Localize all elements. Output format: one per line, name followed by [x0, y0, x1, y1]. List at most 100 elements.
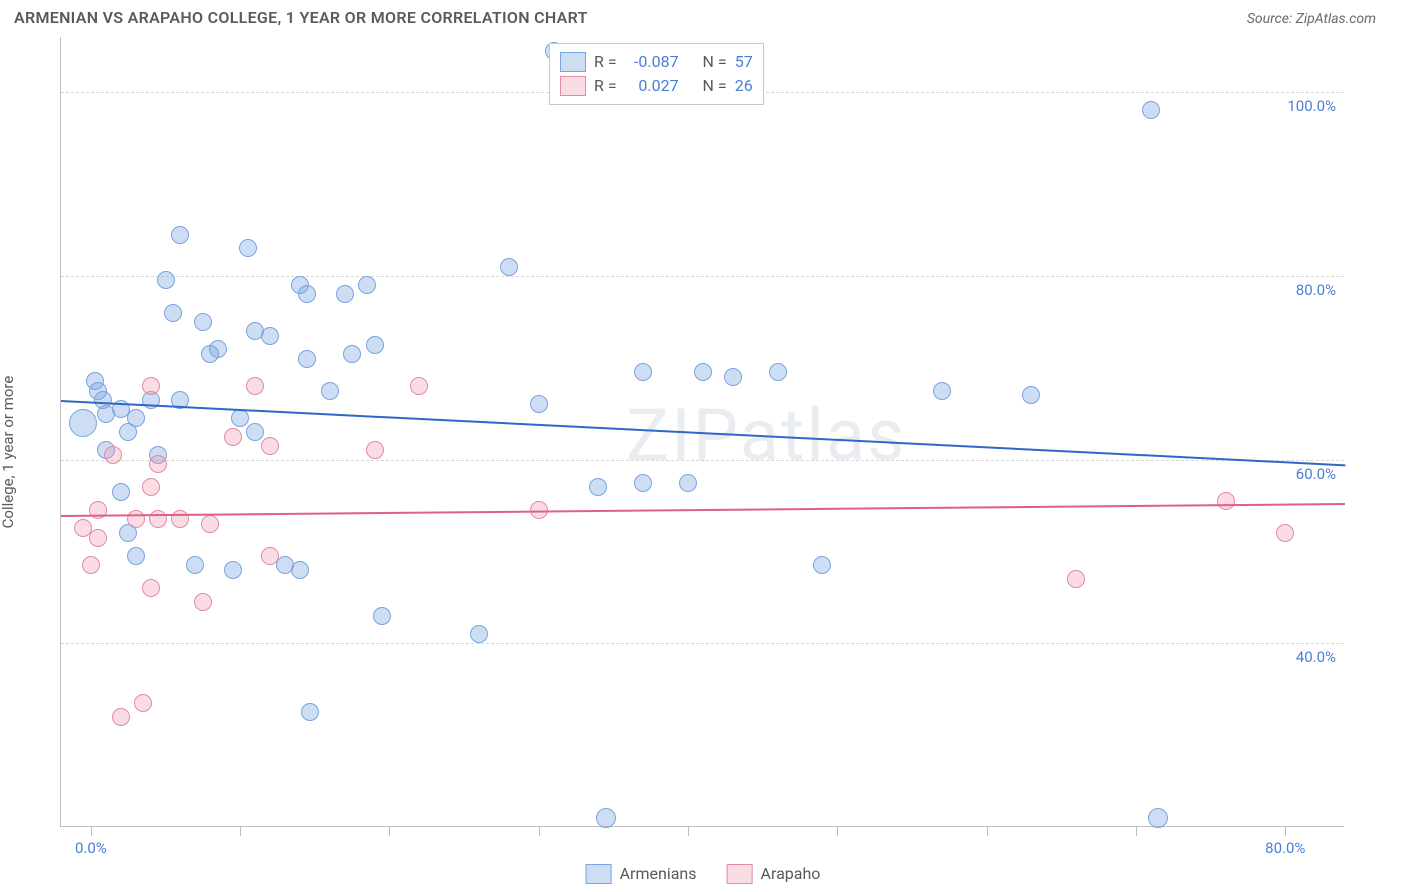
data-point	[298, 350, 316, 368]
data-point	[142, 377, 160, 395]
r-value: -0.087	[625, 50, 679, 74]
data-point	[1148, 808, 1168, 828]
stats-legend-row: R = 0.027 N = 26	[560, 74, 753, 98]
data-point	[224, 428, 242, 446]
data-point	[201, 515, 219, 533]
x-tick	[240, 826, 241, 836]
data-point	[112, 708, 130, 726]
data-point	[373, 607, 391, 625]
data-point	[410, 377, 428, 395]
n-label: N =	[703, 50, 727, 74]
data-point	[500, 258, 518, 276]
data-point	[1022, 386, 1040, 404]
x-tick	[1136, 826, 1137, 836]
source-attribution: Source: ZipAtlas.com	[1247, 11, 1376, 27]
chart-title: ARMENIAN VS ARAPAHO COLLEGE, 1 YEAR OR M…	[14, 8, 588, 27]
data-point	[239, 239, 257, 257]
data-point	[104, 446, 122, 464]
data-point	[366, 441, 384, 459]
data-point	[933, 382, 951, 400]
data-point	[142, 579, 160, 597]
x-tick	[389, 826, 390, 836]
data-point	[298, 285, 316, 303]
data-point	[724, 368, 742, 386]
data-point	[321, 382, 339, 400]
data-point	[366, 336, 384, 354]
title-bar: ARMENIAN VS ARAPAHO COLLEGE, 1 YEAR OR M…	[0, 0, 1406, 31]
n-value: 26	[735, 74, 753, 98]
data-point	[634, 474, 652, 492]
y-tick-label: 100.0%	[1287, 97, 1336, 115]
x-tick-label: 0.0%	[75, 839, 107, 857]
data-point	[186, 556, 204, 574]
data-point	[164, 304, 182, 322]
x-tick	[837, 826, 838, 836]
data-point	[142, 478, 160, 496]
scatter-plot: 40.0%60.0%80.0%100.0%0.0%80.0%ZIPatlasR …	[60, 37, 1344, 827]
data-point	[194, 313, 212, 331]
y-tick-label: 60.0%	[1296, 465, 1336, 483]
data-point	[171, 226, 189, 244]
x-tick	[987, 826, 988, 836]
data-point	[127, 510, 145, 528]
data-point	[82, 556, 100, 574]
data-point	[358, 276, 376, 294]
data-point	[127, 547, 145, 565]
legend-swatch	[560, 52, 586, 72]
data-point	[201, 345, 219, 363]
stats-legend-row: R =-0.087 N = 57	[560, 50, 753, 74]
n-value: 57	[735, 50, 753, 74]
data-point	[149, 510, 167, 528]
legend-swatch	[727, 864, 753, 884]
data-point	[69, 409, 97, 437]
legend-swatch	[586, 864, 612, 884]
data-point	[119, 423, 137, 441]
r-label: R =	[594, 74, 617, 98]
data-point	[679, 474, 697, 492]
data-point	[301, 703, 319, 721]
trendline	[61, 503, 1345, 517]
legend-swatch	[560, 76, 586, 96]
x-tick	[1285, 826, 1286, 836]
y-axis-label: College, 1 year or more	[0, 376, 17, 529]
r-value: 0.027	[625, 74, 679, 98]
data-point	[634, 363, 652, 381]
data-point	[343, 345, 361, 363]
legend-item: Arapaho	[727, 862, 821, 886]
data-point	[157, 271, 175, 289]
data-point	[813, 556, 831, 574]
data-point	[194, 593, 212, 611]
data-point	[291, 561, 309, 579]
data-point	[224, 561, 242, 579]
gridline	[61, 276, 1344, 277]
y-tick-label: 80.0%	[1296, 281, 1336, 299]
gridline	[61, 460, 1344, 461]
data-point	[149, 455, 167, 473]
x-tick-label: 80.0%	[1265, 839, 1305, 857]
data-point	[112, 483, 130, 501]
data-point	[246, 423, 264, 441]
data-point	[470, 625, 488, 643]
data-point	[530, 395, 548, 413]
x-tick	[688, 826, 689, 836]
data-point	[694, 363, 712, 381]
data-point	[231, 409, 249, 427]
data-point	[596, 808, 616, 828]
plot-wrap: College, 1 year or more 40.0%60.0%80.0%1…	[14, 37, 1392, 867]
data-point	[589, 478, 607, 496]
legend-item: Armenians	[586, 862, 697, 886]
data-point	[261, 437, 279, 455]
y-tick-label: 40.0%	[1296, 648, 1336, 666]
data-point	[89, 529, 107, 547]
bottom-legend: Armenians Arapaho	[586, 862, 821, 886]
x-tick	[539, 826, 540, 836]
n-label: N =	[703, 74, 727, 98]
data-point	[1276, 524, 1294, 542]
data-point	[134, 694, 152, 712]
data-point	[1217, 492, 1235, 510]
gridline	[61, 643, 1344, 644]
data-point	[1067, 570, 1085, 588]
data-point	[261, 547, 279, 565]
legend-label: Armenians	[620, 862, 697, 886]
data-point	[769, 363, 787, 381]
